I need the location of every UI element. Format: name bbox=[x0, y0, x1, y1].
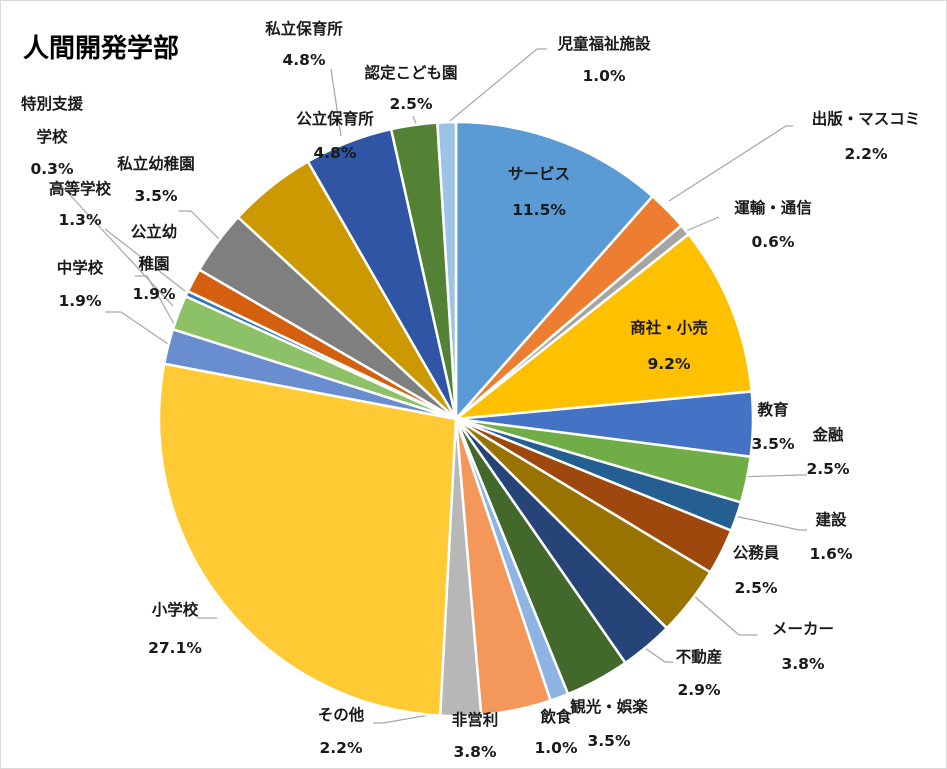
category-label: 私立保育所 bbox=[265, 19, 343, 38]
pie-slices bbox=[157, 120, 755, 718]
value-label: 0.6% bbox=[752, 233, 795, 251]
category-label: 高等学校 bbox=[49, 179, 112, 198]
leader-line bbox=[179, 210, 220, 240]
category-label: 公務員 bbox=[733, 543, 780, 562]
value-label: 3.8% bbox=[782, 655, 825, 673]
category-label: 飲食 bbox=[539, 707, 572, 726]
leader-line bbox=[104, 228, 186, 292]
value-label: 2.5% bbox=[735, 579, 778, 597]
leader-line bbox=[693, 595, 757, 636]
value-label: 1.3% bbox=[59, 211, 102, 229]
category-label: 商社・小売 bbox=[630, 318, 708, 337]
pie-slice-15 bbox=[157, 362, 458, 717]
value-label: 9.2% bbox=[648, 355, 691, 373]
pie-slice-24 bbox=[436, 120, 458, 420]
value-label: 2.5% bbox=[390, 95, 433, 113]
leader-line bbox=[444, 48, 547, 126]
category-label: 中学校 bbox=[57, 258, 104, 277]
leader-line bbox=[680, 216, 720, 234]
category-label: 非営利 bbox=[452, 710, 499, 729]
value-label: 0.3% bbox=[31, 160, 74, 178]
category-label: 教育 bbox=[757, 400, 788, 419]
category-label: 運輸・通信 bbox=[734, 198, 812, 217]
leader-line bbox=[105, 311, 172, 347]
leader-lines bbox=[56, 48, 807, 724]
value-label: 3.5% bbox=[588, 732, 631, 750]
value-label: 11.5% bbox=[512, 201, 566, 219]
category-label: 学校 bbox=[36, 127, 68, 146]
value-label: 1.0% bbox=[535, 739, 578, 757]
category-label: その他 bbox=[318, 705, 365, 724]
leader-line bbox=[135, 275, 178, 330]
category-label: サービス bbox=[508, 165, 570, 183]
category-label: 出版・マスコミ bbox=[812, 109, 921, 128]
value-label: 4.8% bbox=[314, 144, 357, 162]
value-label: 1.0% bbox=[583, 67, 626, 85]
category-label: 私立幼稚園 bbox=[117, 154, 195, 173]
category-label: 金融 bbox=[811, 425, 844, 444]
category-label: 公立保育所 bbox=[296, 109, 374, 128]
category-label: 建設 bbox=[815, 510, 847, 529]
leader-line bbox=[373, 713, 436, 724]
pie-slice-1 bbox=[454, 120, 655, 423]
value-label: 4.8% bbox=[283, 51, 326, 69]
data-labels: サービス 11.5% 出版・マスコミ 2.2% 運輸・通信 0.6% 商社・小売 9.2% 教育… bbox=[21, 19, 920, 761]
category-label: 不動産 bbox=[676, 647, 723, 666]
leader-line bbox=[638, 643, 673, 663]
leader-line bbox=[668, 125, 793, 202]
value-label: 3.5% bbox=[752, 435, 795, 453]
value-label: 2.2% bbox=[845, 145, 888, 163]
value-label: 2.5% bbox=[807, 460, 850, 478]
category-label: 観光・娯楽 bbox=[570, 697, 648, 716]
leader-line bbox=[330, 68, 342, 137]
category-label: 稚園 bbox=[138, 254, 169, 273]
category-label: 認定こども園 bbox=[364, 63, 457, 82]
leader-line bbox=[56, 180, 174, 307]
value-label: 1.6% bbox=[810, 545, 853, 563]
category-label: 小学校 bbox=[152, 600, 199, 619]
value-label: 1.9% bbox=[133, 285, 176, 303]
value-label: 27.1% bbox=[148, 639, 202, 657]
leader-line bbox=[729, 514, 807, 531]
category-label: 特別支援 bbox=[21, 94, 84, 113]
category-label: 公立幼 bbox=[131, 222, 178, 241]
value-label: 3.5% bbox=[135, 187, 178, 205]
leader-line bbox=[736, 474, 807, 478]
value-label: 1.9% bbox=[59, 292, 102, 310]
pie-slice-4 bbox=[451, 232, 754, 421]
value-label: 2.9% bbox=[678, 681, 721, 699]
value-label: 3.8% bbox=[454, 743, 497, 761]
value-label: 2.2% bbox=[320, 739, 363, 757]
chart-title: 人間開発学部 bbox=[23, 33, 179, 64]
category-label: メーカー bbox=[772, 620, 834, 638]
category-label: 児童福祉施設 bbox=[556, 34, 651, 53]
